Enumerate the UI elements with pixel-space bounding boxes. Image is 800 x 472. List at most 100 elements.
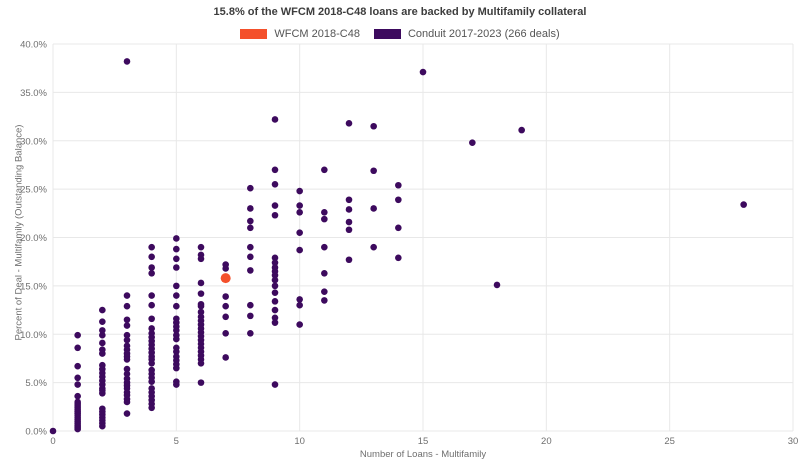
scatter-point[interactable]	[222, 293, 229, 300]
scatter-point[interactable]	[99, 350, 106, 357]
scatter-point[interactable]	[296, 301, 303, 309]
scatter-point[interactable]	[197, 243, 205, 251]
scatter-point[interactable]	[395, 254, 402, 262]
scatter-point[interactable]	[271, 306, 279, 314]
scatter-point[interactable]	[296, 229, 303, 236]
scatter-point[interactable]	[247, 184, 254, 192]
scatter-point[interactable]	[370, 122, 377, 130]
scatter-point[interactable]	[123, 292, 131, 299]
scatter-point[interactable]	[148, 315, 155, 323]
scatter-point[interactable]	[247, 267, 254, 274]
scatter-point[interactable]	[123, 365, 131, 373]
scatter-point[interactable]	[493, 281, 501, 289]
scatter-point[interactable]	[148, 292, 155, 299]
scatter-point[interactable]	[321, 288, 328, 295]
scatter-point[interactable]	[222, 302, 229, 310]
scatter-point[interactable]	[395, 181, 402, 189]
scatter-point[interactable]	[321, 215, 328, 223]
scatter-point[interactable]	[123, 370, 131, 378]
scatter-point[interactable]	[740, 201, 747, 208]
scatter-point[interactable]	[271, 289, 279, 296]
scatter-point[interactable]	[123, 398, 131, 406]
scatter-point[interactable]	[345, 218, 353, 226]
scatter-point[interactable]	[148, 325, 155, 332]
scatter-point[interactable]	[173, 245, 180, 253]
scatter-point[interactable]	[271, 166, 279, 174]
scatter-point[interactable]	[247, 253, 254, 261]
scatter-point[interactable]	[271, 319, 279, 326]
scatter-point[interactable]	[197, 302, 205, 310]
scatter-point[interactable]	[296, 187, 303, 195]
scatter-point[interactable]	[74, 374, 81, 382]
scatter-point[interactable]	[173, 264, 180, 271]
scatter-point[interactable]	[518, 126, 525, 134]
scatter-point[interactable]	[173, 381, 180, 388]
scatter-point[interactable]	[321, 243, 328, 251]
scatter-point[interactable]	[247, 301, 254, 309]
scatter-point[interactable]	[197, 279, 205, 287]
scatter-point[interactable]	[173, 348, 180, 355]
scatter-point[interactable]	[173, 302, 180, 310]
scatter-point[interactable]	[74, 331, 81, 339]
scatter-point[interactable]	[123, 331, 131, 339]
scatter-point[interactable]	[74, 381, 81, 388]
scatter-point[interactable]	[321, 269, 328, 277]
scatter-point[interactable]	[148, 253, 155, 261]
scatter-point[interactable]	[271, 276, 279, 284]
scatter-point[interactable]	[345, 226, 353, 234]
scatter-point[interactable]	[99, 389, 106, 397]
scatter-point[interactable]	[197, 290, 205, 297]
scatter-point[interactable]	[247, 205, 254, 212]
scatter-point[interactable]	[123, 316, 131, 324]
scatter-point[interactable]	[345, 206, 353, 213]
scatter-point[interactable]	[296, 246, 303, 254]
scatter-point[interactable]	[99, 331, 106, 339]
scatter-point[interactable]	[419, 68, 427, 76]
scatter-point[interactable]	[197, 308, 205, 316]
scatter-point[interactable]	[148, 264, 155, 271]
scatter-point[interactable]	[247, 243, 254, 251]
scatter-point[interactable]	[370, 243, 377, 251]
scatter-point[interactable]	[271, 381, 279, 388]
scatter-point[interactable]	[148, 269, 155, 277]
scatter-point[interactable]	[345, 256, 353, 264]
scatter-point[interactable]	[148, 404, 155, 412]
scatter-point[interactable]	[247, 217, 254, 225]
scatter-point[interactable]	[296, 209, 303, 216]
scatter-point[interactable]	[222, 354, 229, 361]
scatter-point[interactable]	[222, 265, 229, 272]
legend-item-wfcm[interactable]: WFCM 2018-C48	[240, 28, 360, 40]
scatter-point[interactable]	[123, 356, 131, 363]
scatter-point[interactable]	[99, 306, 106, 314]
scatter-point[interactable]	[197, 255, 205, 263]
scatter-point[interactable]	[148, 378, 155, 385]
scatter-point[interactable]	[321, 166, 328, 174]
scatter-point[interactable]	[197, 359, 205, 367]
scatter-point[interactable]	[271, 314, 279, 322]
scatter-point[interactable]	[222, 329, 229, 337]
scatter-point[interactable]	[296, 202, 303, 209]
scatter-point[interactable]	[74, 344, 81, 352]
scatter-point[interactable]	[148, 243, 155, 251]
scatter-point[interactable]	[370, 167, 377, 175]
scatter-point[interactable]	[296, 296, 303, 303]
scatter-point[interactable]	[271, 282, 279, 290]
scatter-point[interactable]	[173, 327, 180, 334]
scatter-point[interactable]	[247, 312, 254, 320]
scatter-point[interactable]	[173, 364, 180, 372]
scatter-point[interactable]	[345, 120, 353, 127]
scatter-point[interactable]	[74, 392, 81, 400]
scatter-point[interactable]	[99, 327, 106, 334]
scatter-point[interactable]	[321, 209, 328, 216]
scatter-point[interactable]	[148, 359, 155, 367]
scatter-point[interactable]	[99, 339, 106, 347]
scatter-point[interactable]	[173, 335, 180, 343]
scatter-point[interactable]	[469, 139, 476, 146]
scatter-point[interactable]	[173, 255, 180, 263]
scatter-point[interactable]	[395, 224, 402, 232]
scatter-point[interactable]	[271, 298, 279, 305]
scatter-point[interactable]	[123, 336, 131, 344]
scatter-point[interactable]	[271, 259, 279, 266]
scatter-point[interactable]	[271, 271, 279, 279]
scatter-point[interactable]	[222, 313, 229, 321]
